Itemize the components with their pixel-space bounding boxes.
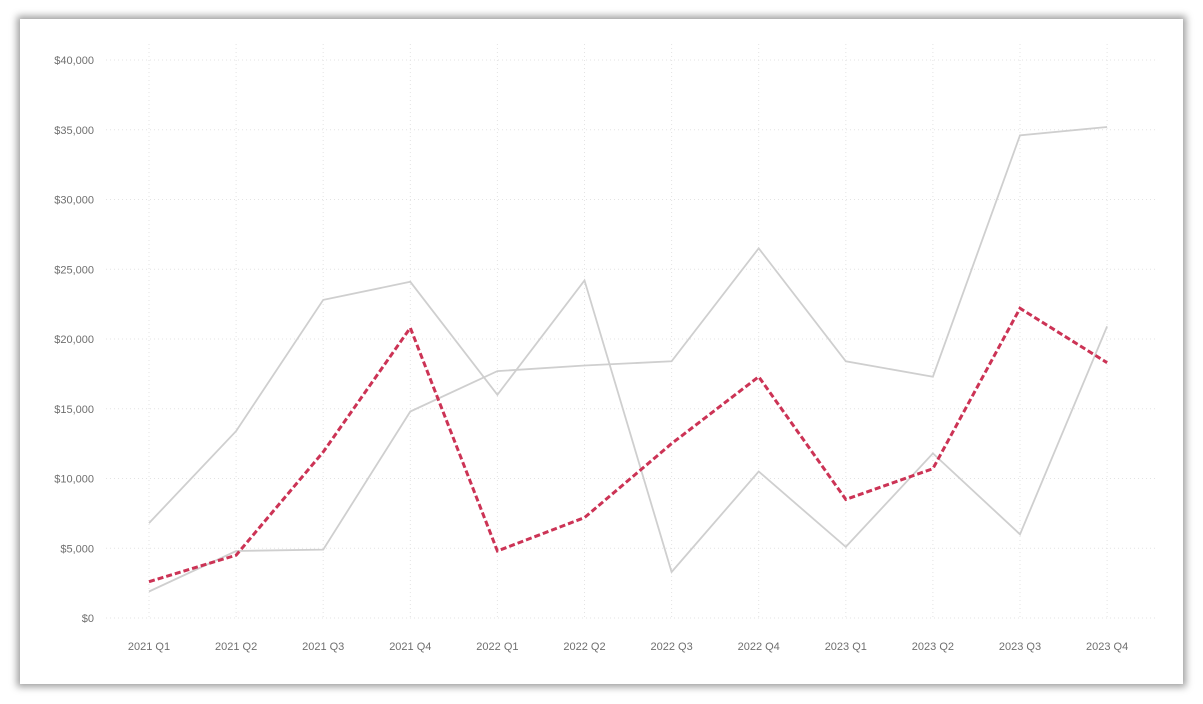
x-axis-ticks: 2021 Q1 2021 Q2 2021 Q3 2021 Q4 2022 Q1 2022 … (128, 641, 1128, 653)
x-tick-label: 2022 Q1 (476, 641, 518, 653)
y-tick-label: $40,000 (54, 55, 94, 67)
x-tick-label: 2023 Q2 (912, 641, 954, 653)
chart-frame: $0 $5,000 $10,000 $15,000 $20,000 $25,000 $30,… (20, 19, 1183, 684)
x-tick-label: 2023 Q1 (825, 641, 867, 653)
x-tick-label: 2022 Q3 (650, 641, 692, 653)
series-line (148, 126, 1108, 593)
x-tick-label: 2023 Q4 (1086, 641, 1128, 653)
y-tick-label: $25,000 (54, 264, 94, 276)
y-tick-label: $30,000 (54, 195, 94, 207)
y-axis-ticks: $0 $5,000 $10,000 $15,000 $20,000 $25,000 $30,… (54, 55, 94, 625)
x-tick-label: 2021 Q4 (389, 641, 431, 653)
y-tick-label: $5,000 (60, 543, 94, 555)
series-line (148, 278, 1108, 574)
y-tick-label: $15,000 (54, 404, 94, 416)
highlighted-series-line (148, 306, 1108, 584)
line-chart: $0 $5,000 $10,000 $15,000 $20,000 $25,000 $30,… (54, 44, 1156, 653)
y-tick-label: $20,000 (54, 334, 94, 346)
x-tick-label: 2021 Q1 (128, 641, 170, 653)
y-tick-label: $0 (82, 613, 94, 625)
y-tick-label: $10,000 (54, 474, 94, 486)
x-tick-label: 2022 Q2 (563, 641, 605, 653)
y-tick-label: $35,000 (54, 125, 94, 137)
x-tick-label: 2021 Q2 (215, 641, 257, 653)
x-tick-label: 2023 Q3 (999, 641, 1041, 653)
gridlines (106, 44, 1156, 619)
series-lines (148, 126, 1108, 593)
x-tick-label: 2022 Q4 (738, 641, 780, 653)
x-tick-label: 2021 Q3 (302, 641, 344, 653)
